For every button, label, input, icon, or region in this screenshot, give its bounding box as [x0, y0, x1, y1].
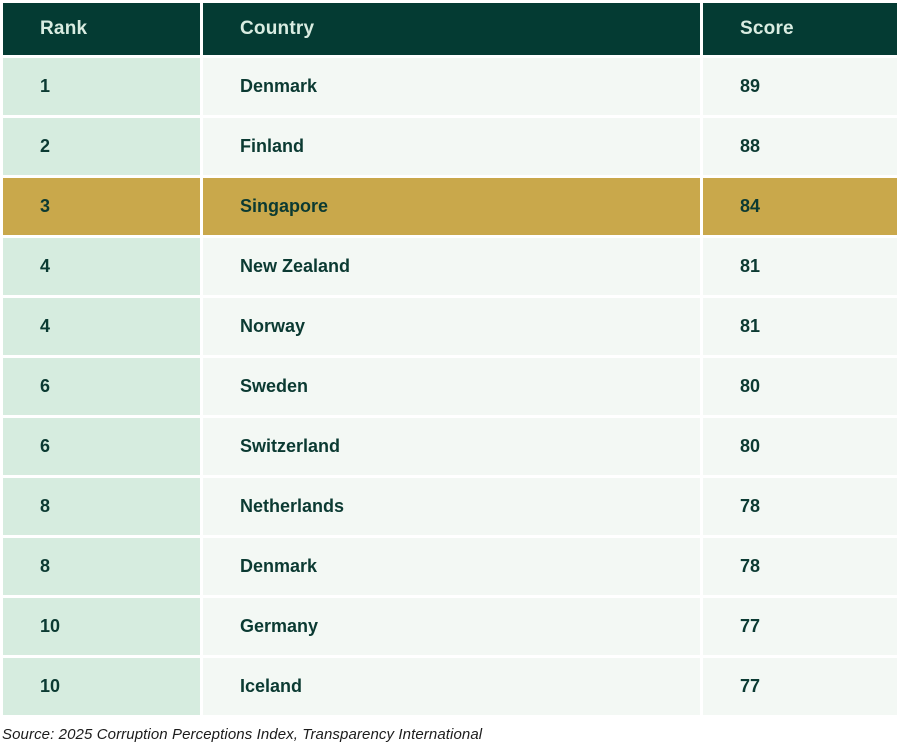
table-row: 1 Denmark 89 [3, 58, 897, 115]
table-row: 3 Singapore 84 [3, 178, 897, 235]
rank-cell: 4 [3, 238, 200, 295]
rank-cell: 8 [3, 478, 200, 535]
score-cell: 80 [703, 418, 897, 475]
table-row: 8 Netherlands 78 [3, 478, 897, 535]
rank-cell: 4 [3, 298, 200, 355]
country-cell: New Zealand [203, 238, 700, 295]
score-cell: 81 [703, 238, 897, 295]
score-cell: 84 [703, 178, 897, 235]
table-row: 4 New Zealand 81 [3, 238, 897, 295]
score-cell: 81 [703, 298, 897, 355]
source-note: Source: 2025 Corruption Perceptions Inde… [2, 726, 483, 743]
rank-cell: 6 [3, 358, 200, 415]
table-row: 8 Denmark 78 [3, 538, 897, 595]
country-cell: Norway [203, 298, 700, 355]
rankings-table: Rank Country Score 1 Denmark 89 2 Finlan… [3, 3, 897, 715]
column-header-score: Score [703, 3, 897, 55]
score-cell: 80 [703, 358, 897, 415]
score-cell: 78 [703, 538, 897, 595]
column-header-rank: Rank [3, 3, 200, 55]
table-header: Rank Country Score [3, 3, 897, 55]
rank-cell: 2 [3, 118, 200, 175]
table-row: 4 Norway 81 [3, 298, 897, 355]
table-row: 2 Finland 88 [3, 118, 897, 175]
rank-cell: 10 [3, 658, 200, 715]
column-header-country: Country [203, 3, 700, 55]
rank-cell: 1 [3, 58, 200, 115]
country-cell: Netherlands [203, 478, 700, 535]
table-header-row: Rank Country Score [3, 3, 897, 55]
rank-cell: 10 [3, 598, 200, 655]
country-cell: Germany [203, 598, 700, 655]
score-cell: 89 [703, 58, 897, 115]
score-cell: 78 [703, 478, 897, 535]
table-row: 6 Switzerland 80 [3, 418, 897, 475]
country-cell: Denmark [203, 58, 700, 115]
country-cell: Sweden [203, 358, 700, 415]
country-cell: Iceland [203, 658, 700, 715]
score-cell: 77 [703, 598, 897, 655]
table-row: 6 Sweden 80 [3, 358, 897, 415]
rank-cell: 3 [3, 178, 200, 235]
score-cell: 77 [703, 658, 897, 715]
country-cell: Switzerland [203, 418, 700, 475]
table-body: 1 Denmark 89 2 Finland 88 3 Singapore 84… [3, 58, 897, 715]
country-cell: Denmark [203, 538, 700, 595]
rank-cell: 6 [3, 418, 200, 475]
table-row: 10 Germany 77 [3, 598, 897, 655]
score-cell: 88 [703, 118, 897, 175]
rank-cell: 8 [3, 538, 200, 595]
country-cell: Singapore [203, 178, 700, 235]
country-cell: Finland [203, 118, 700, 175]
table-row: 10 Iceland 77 [3, 658, 897, 715]
